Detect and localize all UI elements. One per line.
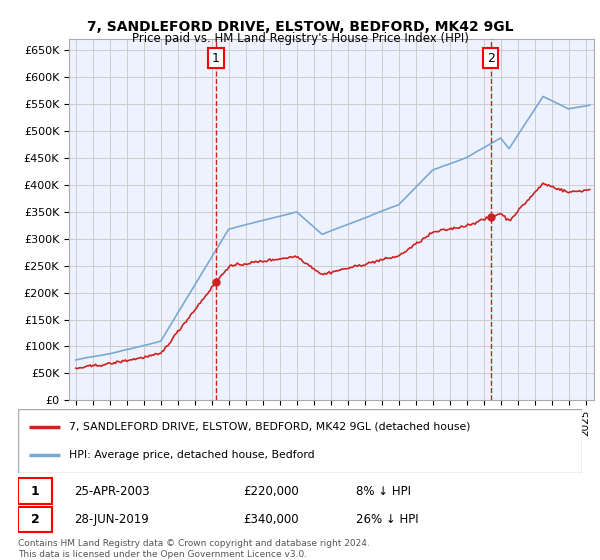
Text: Contains HM Land Registry data © Crown copyright and database right 2024.: Contains HM Land Registry data © Crown c… bbox=[18, 539, 370, 548]
Text: HPI: Average price, detached house, Bedford: HPI: Average price, detached house, Bedf… bbox=[69, 450, 314, 460]
Text: 8% ↓ HPI: 8% ↓ HPI bbox=[356, 485, 412, 498]
Text: 1: 1 bbox=[31, 485, 39, 498]
Text: 7, SANDLEFORD DRIVE, ELSTOW, BEDFORD, MK42 9GL (detached house): 7, SANDLEFORD DRIVE, ELSTOW, BEDFORD, MK… bbox=[69, 422, 470, 432]
Text: £220,000: £220,000 bbox=[244, 485, 299, 498]
Text: 7, SANDLEFORD DRIVE, ELSTOW, BEDFORD, MK42 9GL: 7, SANDLEFORD DRIVE, ELSTOW, BEDFORD, MK… bbox=[87, 20, 513, 34]
Text: 25-APR-2003: 25-APR-2003 bbox=[74, 485, 150, 498]
Text: 1: 1 bbox=[212, 52, 220, 64]
Text: 2: 2 bbox=[31, 513, 39, 526]
Bar bbox=[18, 478, 52, 504]
Text: This data is licensed under the Open Government Licence v3.0.: This data is licensed under the Open Gov… bbox=[18, 550, 307, 559]
Text: 26% ↓ HPI: 26% ↓ HPI bbox=[356, 513, 419, 526]
Text: Price paid vs. HM Land Registry's House Price Index (HPI): Price paid vs. HM Land Registry's House … bbox=[131, 32, 469, 45]
Text: 2: 2 bbox=[487, 52, 494, 64]
Text: £340,000: £340,000 bbox=[244, 513, 299, 526]
Bar bbox=[18, 507, 52, 533]
Text: 28-JUN-2019: 28-JUN-2019 bbox=[74, 513, 149, 526]
